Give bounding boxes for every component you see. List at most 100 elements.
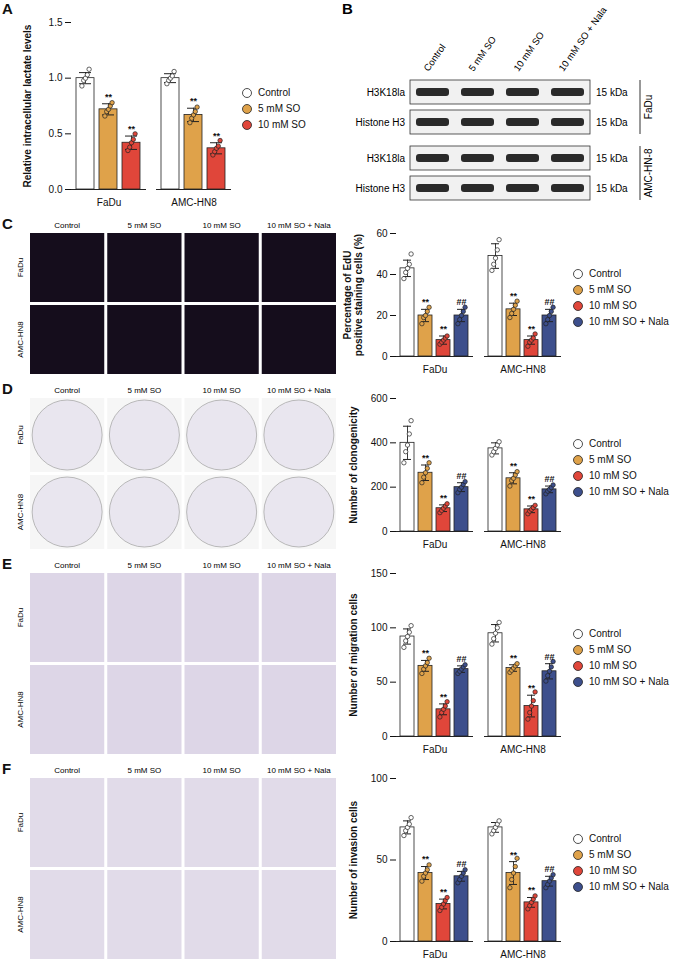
svg-text:10 mM SO + Nala: 10 mM SO + Nala xyxy=(556,4,609,73)
svg-text:AMC-HN8: AMC-HN8 xyxy=(16,493,25,530)
svg-text:**: ** xyxy=(528,683,536,693)
svg-text:FaDu: FaDu xyxy=(97,197,121,208)
svg-text:##: ## xyxy=(544,474,554,484)
svg-text:10 mM SO: 10 mM SO xyxy=(203,221,241,230)
svg-text:AMC-HN8: AMC-HN8 xyxy=(500,949,546,960)
svg-text:100: 100 xyxy=(371,773,388,784)
svg-text:10 mM SO + Nala: 10 mM SO + Nala xyxy=(267,386,331,395)
svg-text:FaDu: FaDu xyxy=(16,813,25,833)
svg-text:##: ## xyxy=(456,471,466,481)
svg-text:10 mM SO: 10 mM SO xyxy=(203,561,241,570)
svg-text:10 mM SO: 10 mM SO xyxy=(203,386,241,395)
svg-text:AMC-HN8: AMC-HN8 xyxy=(16,691,25,728)
svg-text:**: ** xyxy=(128,124,136,134)
html-text:Number of clonogenicity: Number of clonogenicity xyxy=(347,405,359,524)
svg-text:15 kDa: 15 kDa xyxy=(596,153,628,164)
svg-text:Control: Control xyxy=(54,766,80,775)
svg-text:5 mM SO: 5 mM SO xyxy=(127,386,161,395)
html-text:Number of migration cells: Number of migration cells xyxy=(347,592,359,717)
html-text:Relative intracellular lactate: Relative intracellular lactate levels xyxy=(21,24,33,187)
svg-text:40: 40 xyxy=(376,269,388,280)
svg-text:**: ** xyxy=(528,885,536,895)
svg-text:50: 50 xyxy=(376,854,388,865)
svg-text:15 kDa: 15 kDa xyxy=(596,183,628,194)
svg-text:AMC-HN-8: AMC-HN-8 xyxy=(643,148,654,197)
svg-text:FaDu: FaDu xyxy=(16,608,25,628)
svg-text:**: ** xyxy=(528,324,536,334)
svg-text:FaDu: FaDu xyxy=(423,364,447,375)
svg-text:**: ** xyxy=(422,648,430,658)
svg-text:200: 200 xyxy=(371,481,388,492)
svg-text:150: 150 xyxy=(371,568,388,579)
svg-text:5 mM SO: 5 mM SO xyxy=(127,561,161,570)
svg-text:H3K18la: H3K18la xyxy=(367,87,406,98)
svg-text:FaDu: FaDu xyxy=(16,258,25,278)
svg-text:**: ** xyxy=(422,854,430,864)
svg-text:15 kDa: 15 kDa xyxy=(596,117,628,128)
svg-text:**: ** xyxy=(440,692,448,702)
svg-text:AMC-HN8: AMC-HN8 xyxy=(16,896,25,933)
svg-text:FaDu: FaDu xyxy=(643,95,654,119)
svg-text:Control: Control xyxy=(421,42,448,73)
svg-text:**: ** xyxy=(190,96,198,106)
svg-text:##: ## xyxy=(544,297,554,307)
svg-text:FaDu: FaDu xyxy=(423,949,447,960)
svg-text:FaDu: FaDu xyxy=(16,425,25,445)
svg-text:AMC-HN8: AMC-HN8 xyxy=(500,364,546,375)
svg-text:**: ** xyxy=(510,461,518,471)
svg-text:0: 0 xyxy=(382,351,388,362)
svg-text:**: ** xyxy=(213,131,221,141)
svg-text:**: ** xyxy=(510,653,518,663)
svg-text:0.0: 0.0 xyxy=(49,184,63,195)
svg-text:B: B xyxy=(342,0,353,17)
svg-text:**: ** xyxy=(510,850,518,860)
svg-text:FaDu: FaDu xyxy=(423,539,447,550)
svg-text:20: 20 xyxy=(376,310,388,321)
svg-text:##: ## xyxy=(456,859,466,869)
svg-text:10 mM SO + Nala: 10 mM SO + Nala xyxy=(267,766,331,775)
svg-text:Histone H3: Histone H3 xyxy=(356,183,406,194)
svg-text:0: 0 xyxy=(382,526,388,537)
svg-text:**: ** xyxy=(105,92,113,102)
svg-text:10 mM SO: 10 mM SO xyxy=(203,766,241,775)
svg-text:Control: Control xyxy=(54,386,80,395)
svg-text:Histone H3: Histone H3 xyxy=(356,117,406,128)
svg-text:##: ## xyxy=(544,864,554,874)
svg-text:50: 50 xyxy=(376,676,388,687)
html-text:Percentage of EdU positive sta: Percentage of EdU positive staining cell… xyxy=(342,233,364,356)
svg-text:400: 400 xyxy=(371,437,388,448)
svg-text:600: 600 xyxy=(371,393,388,404)
svg-text:Control: Control xyxy=(54,221,80,230)
svg-text:0: 0 xyxy=(382,731,388,742)
svg-text:##: ## xyxy=(456,654,466,664)
svg-text:**: ** xyxy=(510,291,518,301)
svg-text:10 mM SO + Nala: 10 mM SO + Nala xyxy=(267,561,331,570)
svg-text:**: ** xyxy=(422,453,430,463)
svg-text:1.0: 1.0 xyxy=(49,72,63,83)
svg-text:**: ** xyxy=(422,297,430,307)
svg-text:AMC-HN8: AMC-HN8 xyxy=(171,197,217,208)
svg-text:##: ## xyxy=(456,297,466,307)
svg-text:0: 0 xyxy=(382,936,388,947)
svg-text:**: ** xyxy=(440,887,448,897)
svg-text:1.5: 1.5 xyxy=(49,17,63,28)
svg-text:**: ** xyxy=(528,494,536,504)
svg-text:FaDu: FaDu xyxy=(423,744,447,755)
svg-text:Control: Control xyxy=(54,561,80,570)
svg-text:AMC-HN8: AMC-HN8 xyxy=(500,539,546,550)
svg-text:100: 100 xyxy=(371,622,388,633)
svg-text:5 mM SO: 5 mM SO xyxy=(127,221,161,230)
svg-text:5 mM SO: 5 mM SO xyxy=(466,34,498,73)
svg-text:**: ** xyxy=(440,324,448,334)
svg-text:**: ** xyxy=(440,493,448,503)
svg-text:60: 60 xyxy=(376,228,388,239)
svg-text:AMC-HN8: AMC-HN8 xyxy=(500,744,546,755)
svg-text:10 mM SO: 10 mM SO xyxy=(511,30,546,74)
svg-text:##: ## xyxy=(544,652,554,662)
svg-text:5 mM SO: 5 mM SO xyxy=(127,766,161,775)
svg-text:0.5: 0.5 xyxy=(49,128,63,139)
svg-text:15 kDa: 15 kDa xyxy=(596,87,628,98)
svg-text:H3K18la: H3K18la xyxy=(367,153,406,164)
svg-text:10 mM SO + Nala: 10 mM SO + Nala xyxy=(267,221,331,230)
svg-text:AMC-HN8: AMC-HN8 xyxy=(16,321,25,358)
